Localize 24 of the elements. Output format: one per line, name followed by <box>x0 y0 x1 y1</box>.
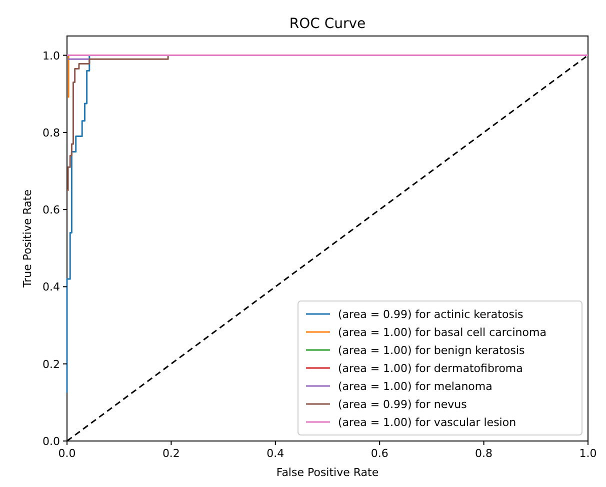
y-tick-label: 0.8 <box>42 126 60 140</box>
x-tick-label: 1.0 <box>579 447 597 460</box>
y-tick-label: 0.0 <box>42 435 60 448</box>
legend-label: (area = 1.00) for basal cell carcinoma <box>338 326 546 339</box>
legend-label: (area = 0.99) for nevus <box>338 398 468 411</box>
legend-label: (area = 1.00) for melanoma <box>338 380 492 393</box>
x-tick-label: 0.6 <box>370 447 388 460</box>
legend-label: (area = 1.00) for benign keratosis <box>338 344 525 357</box>
y-tick-label: 0.2 <box>42 358 60 371</box>
y-tick-label: 0.6 <box>42 204 60 217</box>
chart-title: ROC Curve <box>289 16 366 32</box>
x-tick-label: 0.8 <box>475 447 493 460</box>
x-tick-label: 0.0 <box>58 447 76 460</box>
y-axis-title: True Positive Rate <box>21 189 34 288</box>
x-tick-label: 0.4 <box>266 447 284 460</box>
x-tick-label: 0.2 <box>162 447 180 460</box>
x-axis-title: False Positive Rate <box>276 466 379 479</box>
line-series <box>66 54 90 394</box>
y-tick-label: 1.0 <box>42 49 60 62</box>
line-series <box>66 54 169 192</box>
legend-label: (area = 0.99) for actinic keratosis <box>338 308 524 321</box>
legend-label: (area = 1.00) for dermatofibroma <box>338 362 523 375</box>
y-tick-label: 0.4 <box>42 280 60 294</box>
legend-label: (area = 1.00) for vascular lesion <box>338 416 516 429</box>
